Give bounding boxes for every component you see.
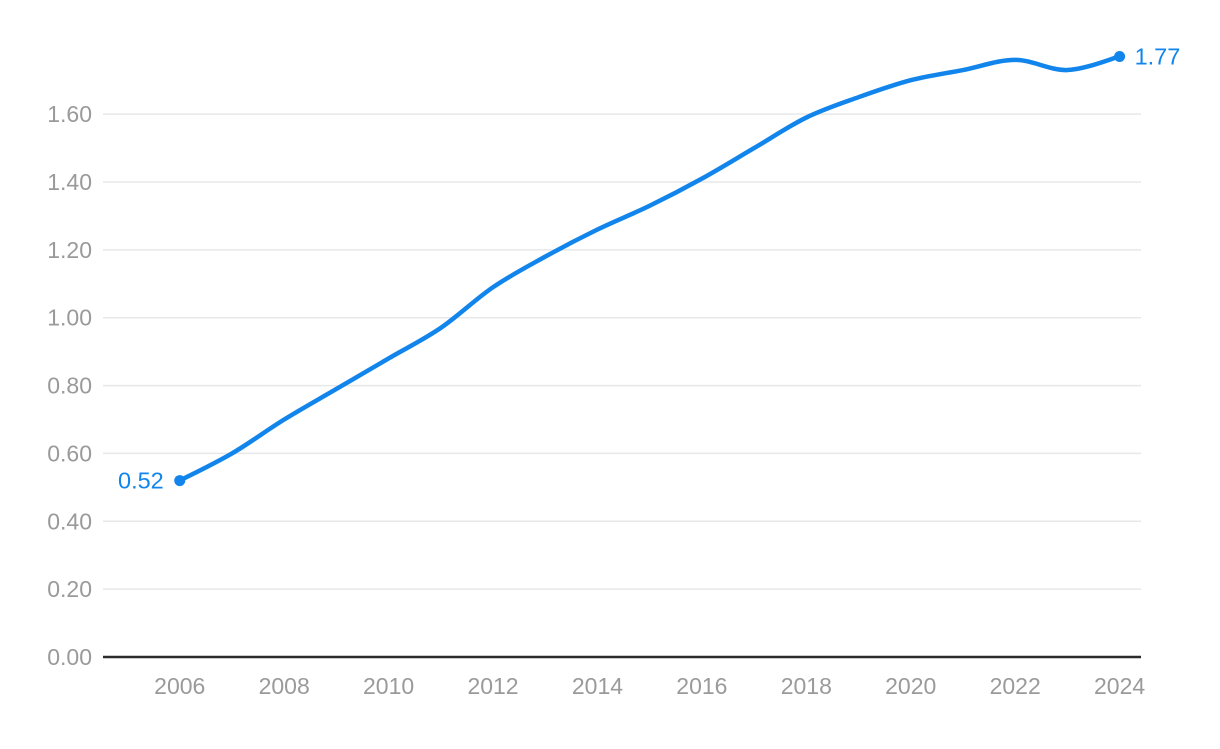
y-tick-label: 1.20 [47, 237, 92, 263]
x-tick-label: 2006 [154, 673, 205, 699]
y-tick-label: 1.60 [47, 101, 92, 127]
first-point-label: 0.52 [118, 468, 164, 494]
y-tick-label: 0.60 [47, 440, 92, 466]
x-tick-label: 2020 [885, 673, 936, 699]
x-tick-label: 2008 [259, 673, 310, 699]
x-tick-label: 2024 [1094, 673, 1145, 699]
x-tick-label: 2010 [363, 673, 414, 699]
data-line [177, 54, 1122, 483]
first-point-marker [174, 475, 186, 487]
last-point-label: 1.77 [1135, 43, 1181, 69]
y-tick-label: 0.80 [47, 373, 92, 399]
y-tick-label: 0.20 [47, 576, 92, 602]
y-tick-label: 1.40 [47, 169, 92, 195]
x-tick-label: 2022 [990, 673, 1041, 699]
y-tick-label: 0.40 [47, 508, 92, 534]
y-tick-label: 1.00 [47, 305, 92, 331]
x-tick-label: 2012 [467, 673, 518, 699]
y-tick-label: 0.00 [47, 644, 92, 670]
x-tick-label: 2014 [572, 673, 623, 699]
x-tick-label: 2016 [676, 673, 727, 699]
last-point-marker [1114, 50, 1126, 62]
x-tick-label: 2018 [781, 673, 832, 699]
